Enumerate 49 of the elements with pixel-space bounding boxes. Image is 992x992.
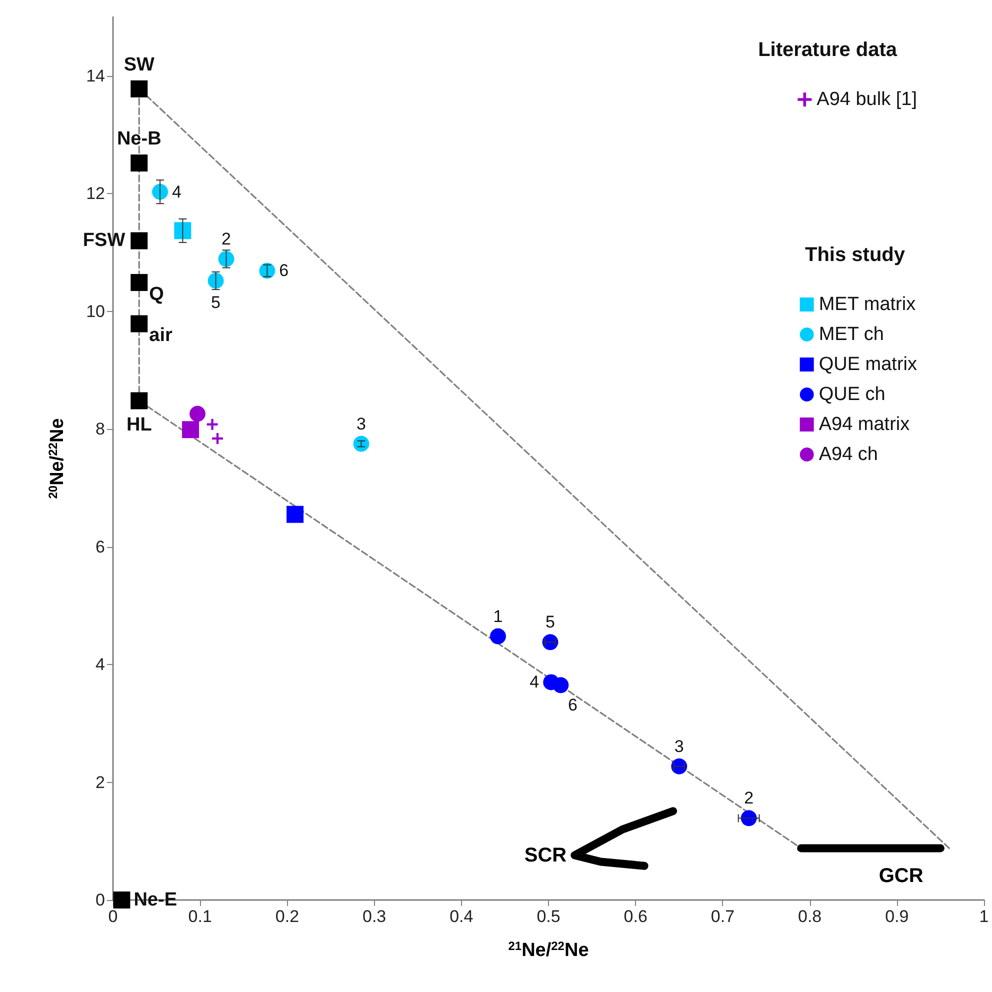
x-tick-label: 0.5 (536, 907, 560, 926)
annotation: 1 (493, 606, 503, 626)
y-tick-label: 2 (96, 772, 105, 792)
y-tick-label: 4 (96, 655, 105, 674)
legend-label: QUE ch (818, 384, 886, 405)
annotation: 6 (279, 261, 289, 280)
annotation: This study (804, 244, 906, 266)
legend-label: A94 bulk [1] (816, 89, 917, 110)
legend-label: A94 matrix (818, 414, 910, 435)
legend-label: MET ch (818, 324, 884, 345)
annotation: Q (149, 284, 164, 305)
x-tick-label: 0.7 (710, 907, 735, 926)
annotation: SW (124, 54, 154, 76)
annotation: Literature data (758, 39, 898, 61)
x-tick-label: 1 (979, 907, 989, 926)
annotation: air (149, 325, 173, 346)
y-axis-title: 20Ne/22Ne (46, 418, 68, 499)
annotation: HL (126, 414, 152, 436)
x-tick-label: 0 (108, 907, 118, 926)
legend-label: MET matrix (818, 294, 916, 315)
y-tick-label: 6 (96, 537, 105, 556)
annotation: 2 (744, 788, 754, 808)
series-label: SCR (524, 844, 568, 866)
annotation: 4 (530, 672, 540, 692)
annotation: 2 (221, 229, 231, 248)
annotation: 3 (674, 736, 684, 756)
annotation: 5 (546, 612, 555, 632)
x-tick-label: 0.8 (798, 907, 822, 926)
y-tick-label: 0 (96, 890, 105, 910)
y-tick-label: 14 (86, 66, 105, 86)
y-tick-label: 8 (96, 420, 105, 439)
annotation: 4 (172, 182, 182, 202)
annotation: Ne-B (116, 128, 162, 150)
x-tick-label: 0.2 (275, 907, 300, 926)
annotation: Ne-E (134, 890, 178, 910)
annotation: FSW (82, 230, 126, 252)
annotation: 5 (211, 293, 221, 312)
x-tick-label: 0.9 (885, 907, 909, 926)
legend-label: A94 ch (818, 444, 878, 465)
x-tick-label: 0.4 (450, 907, 474, 926)
y-tick-label: 12 (86, 184, 105, 204)
legend-label: QUE matrix (818, 354, 918, 375)
y-tick-label: 10 (86, 302, 105, 321)
x-tick-label: 0.6 (624, 907, 648, 926)
annotation: 6 (568, 696, 578, 715)
annotation: 3 (356, 414, 366, 434)
series-label: GCR (878, 865, 924, 888)
x-tick-label: 0.1 (188, 907, 212, 926)
x-tick-label: 0.3 (362, 907, 386, 926)
